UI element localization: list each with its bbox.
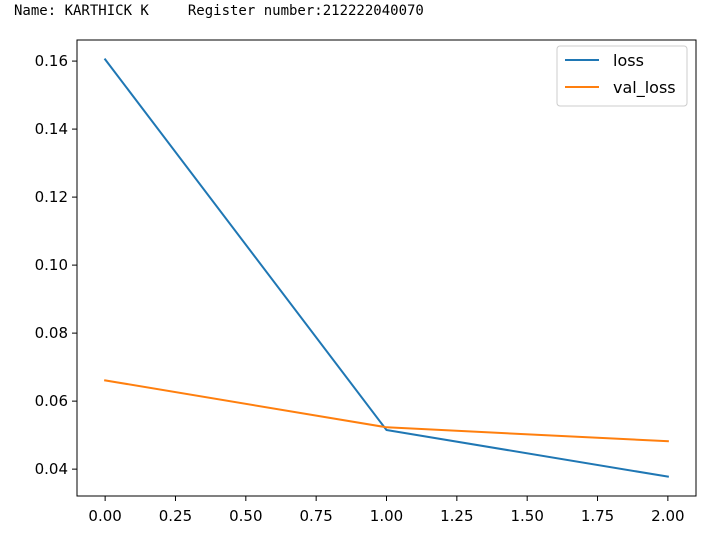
x-tick-label: 0.25 bbox=[159, 507, 192, 525]
series-line-val_loss bbox=[103, 379, 669, 443]
x-tick-label: 0.00 bbox=[88, 507, 121, 525]
y-tick-label: 0.16 bbox=[35, 52, 68, 70]
y-tick-label: 0.12 bbox=[35, 188, 68, 206]
series-line-loss bbox=[103, 57, 670, 478]
x-tick-label: 0.50 bbox=[229, 507, 262, 525]
y-tick-label: 0.06 bbox=[35, 392, 68, 410]
x-tick-label: 1.50 bbox=[510, 507, 543, 525]
x-tick-label: 1.00 bbox=[370, 507, 403, 525]
y-tick-label: 0.14 bbox=[35, 120, 68, 138]
y-tick-label: 0.10 bbox=[35, 256, 68, 274]
series-layer bbox=[103, 57, 670, 478]
register-number: Register number:212222040070 bbox=[187, 3, 424, 19]
plot-background bbox=[77, 40, 696, 496]
axes-layer: 0.00 0.25 0.50 0.75 1.00 1.25 1.50 1.75 2.00 0.04… bbox=[35, 39, 697, 525]
student-name: Name: KARTHICK K bbox=[14, 3, 149, 19]
x-tick-label: 1.25 bbox=[440, 507, 473, 525]
x-tick-label: 1.75 bbox=[581, 507, 614, 525]
header-line: Name: KARTHICK K Register number:21222204… bbox=[14, 3, 424, 19]
x-tick-label: 2.00 bbox=[651, 507, 684, 525]
legend-label-val_loss: val_loss bbox=[613, 78, 676, 98]
y-tick-label: 0.08 bbox=[35, 324, 68, 342]
legend-label-loss: loss bbox=[613, 51, 644, 70]
legend: loss val_loss bbox=[556, 45, 688, 107]
x-tick-label: 0.75 bbox=[299, 507, 332, 525]
y-tick-label: 0.04 bbox=[35, 460, 68, 478]
